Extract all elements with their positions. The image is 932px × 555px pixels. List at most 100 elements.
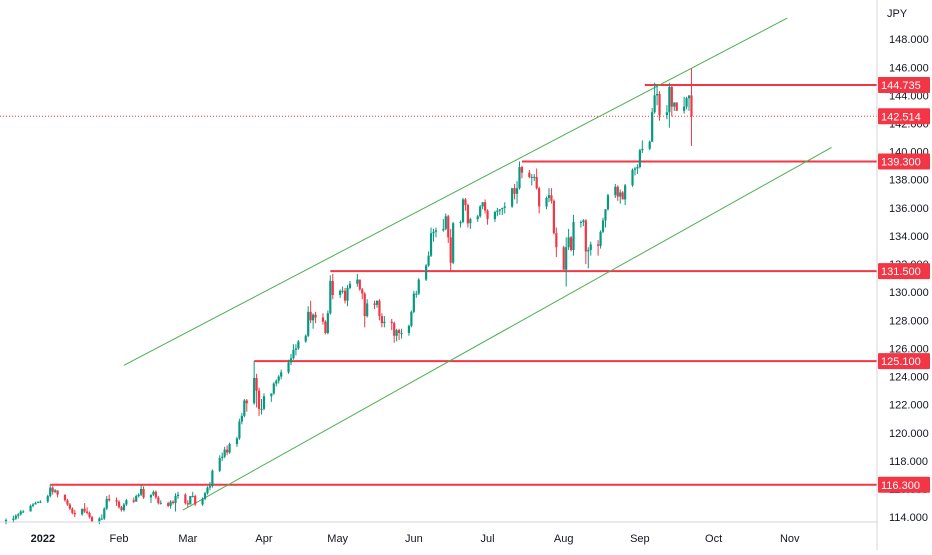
- candle: [191, 491, 194, 498]
- candle: [358, 279, 361, 291]
- candle: [321, 313, 325, 325]
- candle: [270, 393, 273, 402]
- candle: [604, 209, 607, 228]
- candle-body: [152, 491, 155, 495]
- candle: [425, 264, 428, 281]
- candle: [280, 369, 283, 380]
- level-badge-131.500-bg: [878, 263, 930, 280]
- candle-body: [19, 511, 22, 515]
- candle-body: [115, 500, 118, 502]
- candle-body: [606, 195, 610, 210]
- level-badge-116.300-bg: [878, 476, 930, 493]
- candle: [493, 210, 497, 222]
- candle: [157, 496, 160, 505]
- y-tick-label: 118.000: [889, 456, 928, 468]
- candle-body: [429, 233, 433, 256]
- candle: [530, 174, 533, 186]
- candle: [515, 181, 519, 204]
- candle-body: [125, 500, 128, 505]
- candle: [464, 198, 467, 211]
- candle-body: [407, 325, 411, 333]
- candle: [31, 503, 35, 508]
- candle-body: [49, 487, 52, 497]
- candle-body: [140, 489, 143, 495]
- candle-body: [132, 500, 135, 502]
- candle-body: [567, 237, 570, 248]
- candle: [479, 205, 482, 218]
- candle: [361, 287, 364, 300]
- last-price-badge-bg: [878, 108, 930, 125]
- candle-body: [280, 372, 283, 377]
- candle-body: [176, 494, 180, 497]
- candle: [292, 344, 295, 360]
- candle: [633, 167, 637, 176]
- candle: [206, 486, 209, 495]
- candle: [211, 469, 214, 488]
- candle-body: [262, 396, 266, 409]
- candle-body: [314, 314, 317, 318]
- x-tick-label: Mar: [178, 533, 197, 545]
- candle-body: [51, 487, 54, 492]
- candle: [137, 493, 140, 498]
- candle: [363, 292, 366, 328]
- candle-body: [582, 220, 585, 222]
- candle: [228, 442, 231, 454]
- candle-body: [189, 496, 192, 505]
- candle-body: [412, 293, 415, 312]
- candle: [108, 494, 111, 502]
- candle: [34, 501, 37, 505]
- candle-body: [4, 519, 8, 522]
- candle-body: [444, 216, 447, 229]
- candle: [312, 313, 315, 329]
- candle-body: [648, 141, 651, 149]
- candle-body: [12, 518, 15, 520]
- candle: [483, 199, 487, 214]
- candle: [142, 486, 145, 499]
- candle-body: [201, 498, 204, 505]
- candle: [66, 498, 69, 506]
- candle-body: [31, 504, 35, 506]
- candle: [56, 490, 59, 498]
- candle: [341, 286, 344, 294]
- candle-body: [483, 202, 487, 211]
- candle-body: [442, 228, 445, 231]
- x-tick-label: Apr: [255, 533, 272, 545]
- candle: [390, 318, 393, 331]
- candle-body: [83, 508, 86, 512]
- candle: [673, 102, 676, 111]
- candle-body: [297, 341, 300, 349]
- candle-body: [565, 247, 568, 270]
- x-tick-label: Jun: [405, 533, 423, 545]
- candle-body: [135, 496, 138, 502]
- candle-body: [90, 517, 94, 522]
- candle-body: [624, 185, 627, 200]
- candle-body: [604, 209, 607, 221]
- candle: [260, 399, 263, 415]
- candle: [685, 96, 688, 110]
- candle-body: [496, 210, 499, 213]
- candle-body: [363, 293, 366, 317]
- price-badges-layer: 144.735 139.300 131.500 125.100 116.300 142.5…: [878, 77, 930, 493]
- candle: [152, 490, 155, 497]
- candle-body: [599, 231, 602, 246]
- candle-body: [447, 216, 450, 238]
- candle-body: [653, 95, 656, 113]
- candle-body: [375, 300, 379, 305]
- candle-body: [690, 95, 693, 117]
- candle: [624, 183, 627, 206]
- currency-label: JPY: [887, 8, 908, 20]
- candle: [641, 140, 644, 154]
- candle: [29, 504, 32, 512]
- candle: [498, 209, 501, 215]
- candle-body: [289, 358, 293, 363]
- candle-body: [356, 279, 359, 284]
- candle-body: [562, 247, 565, 270]
- candle-body: [186, 503, 189, 505]
- candle: [658, 91, 661, 121]
- candle-body: [149, 494, 153, 498]
- candle-body: [275, 380, 278, 384]
- candle-body: [655, 93, 659, 96]
- candle: [501, 207, 504, 215]
- candle: [601, 217, 605, 234]
- candle: [383, 316, 386, 328]
